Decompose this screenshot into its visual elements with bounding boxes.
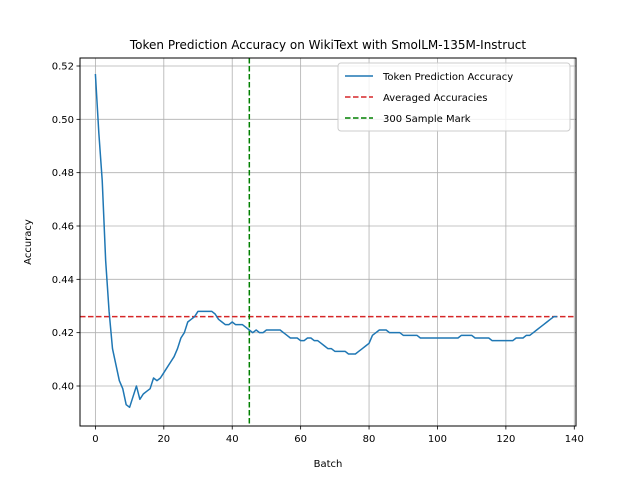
- data-series: [94, 73, 558, 409]
- plot-frame: [79, 57, 577, 427]
- x-tick-label: 80: [363, 434, 376, 445]
- legend: Token Prediction Accuracy Averaged Accur…: [337, 62, 571, 132]
- x-tick-label: 100: [428, 434, 447, 445]
- legend-label-accuracy: Token Prediction Accuracy: [382, 72, 513, 83]
- x-tick-label: 0: [92, 434, 98, 445]
- legend-label-sample-mark: 300 Sample Mark: [383, 114, 471, 125]
- legend-box: [337, 62, 571, 132]
- y-tick-label: 0.44: [52, 275, 74, 286]
- y-axis-ticks: 0.40 0.42 0.44 0.46 0.48 0.50 0.52: [52, 62, 80, 393]
- x-axis-ticks: 0 20 40 60 80 100 120 140: [92, 426, 584, 445]
- y-tick-label: 0.40: [52, 382, 74, 393]
- legend-label-average: Averaged Accuracies: [383, 93, 487, 104]
- x-tick-label: 40: [226, 434, 239, 445]
- grid-lines: [80, 58, 576, 426]
- y-tick-label: 0.48: [52, 168, 74, 179]
- y-tick-label: 0.46: [52, 222, 74, 233]
- chart-title: Token Prediction Accuracy on WikiText wi…: [129, 38, 527, 52]
- y-axis-label: Accuracy: [23, 219, 34, 265]
- x-axis-label: Batch: [314, 459, 343, 470]
- reference-lines: [80, 58, 576, 426]
- y-tick-label: 0.52: [52, 62, 74, 73]
- y-tick-label: 0.50: [52, 115, 74, 126]
- x-tick-label: 20: [157, 434, 170, 445]
- x-tick-label: 120: [496, 434, 515, 445]
- y-tick-label: 0.42: [52, 328, 74, 339]
- x-tick-label: 140: [565, 434, 584, 445]
- accuracy-series-line: [94, 73, 558, 409]
- x-tick-label: 60: [294, 434, 307, 445]
